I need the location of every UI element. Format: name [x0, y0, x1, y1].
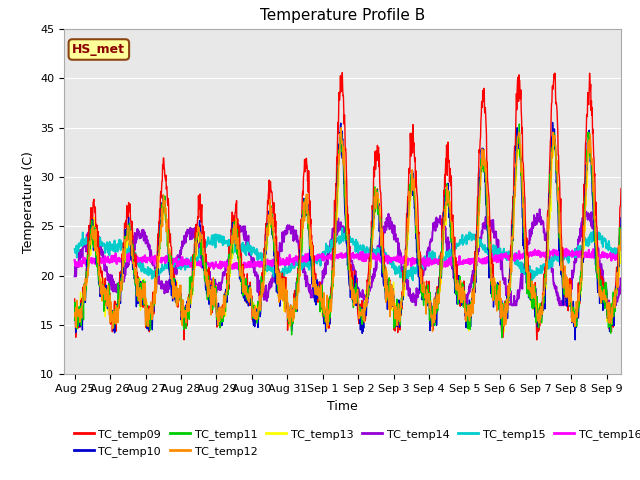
- Title: Temperature Profile B: Temperature Profile B: [260, 9, 425, 24]
- X-axis label: Time: Time: [327, 400, 358, 413]
- Text: HS_met: HS_met: [72, 43, 125, 56]
- Y-axis label: Temperature (C): Temperature (C): [22, 151, 35, 252]
- Legend: TC_temp09, TC_temp10, TC_temp11, TC_temp12, TC_temp13, TC_temp14, TC_temp15, TC_: TC_temp09, TC_temp10, TC_temp11, TC_temp…: [70, 425, 640, 461]
